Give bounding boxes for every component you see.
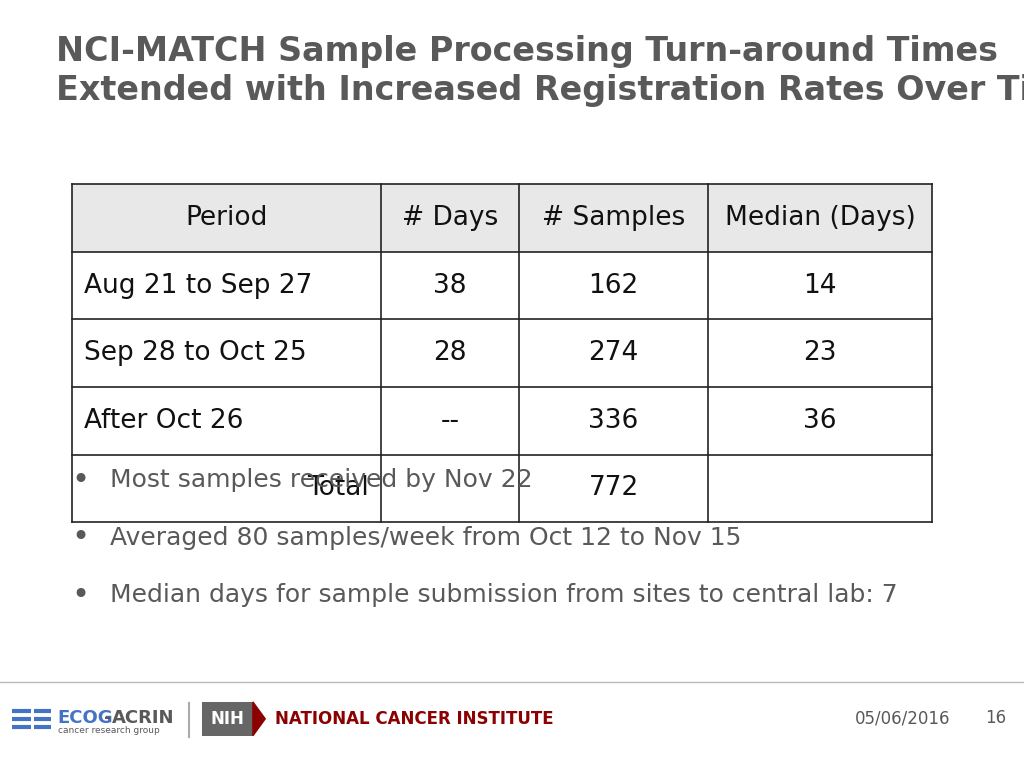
Text: # Samples: # Samples bbox=[542, 205, 685, 231]
Bar bbox=[709, 319, 932, 387]
Bar bbox=[72, 455, 381, 522]
Bar bbox=[519, 184, 709, 252]
Text: # Days: # Days bbox=[402, 205, 499, 231]
Text: Most samples received by Nov 22: Most samples received by Nov 22 bbox=[110, 468, 532, 492]
Text: 05/06/2016: 05/06/2016 bbox=[855, 709, 950, 727]
Text: NIH: NIH bbox=[210, 710, 245, 728]
Text: •: • bbox=[72, 465, 90, 495]
Text: Sep 28 to Oct 25: Sep 28 to Oct 25 bbox=[84, 340, 306, 366]
Bar bbox=[709, 184, 932, 252]
Bar bbox=[519, 319, 709, 387]
Text: Aug 21 to Sep 27: Aug 21 to Sep 27 bbox=[84, 273, 312, 299]
Text: NCI-MATCH Sample Processing Turn-around Times
Extended with Increased Registrati: NCI-MATCH Sample Processing Turn-around … bbox=[56, 35, 1024, 107]
Text: Averaged 80 samples/week from Oct 12 to Nov 15: Averaged 80 samples/week from Oct 12 to … bbox=[110, 525, 741, 550]
Text: --: -- bbox=[440, 408, 460, 434]
Bar bbox=[709, 387, 932, 455]
Bar bbox=[381, 184, 519, 252]
Bar bbox=[72, 319, 381, 387]
Text: cancer research group: cancer research group bbox=[58, 726, 160, 735]
Text: •: • bbox=[72, 523, 90, 552]
Text: Median (Days): Median (Days) bbox=[725, 205, 915, 231]
Text: Total: Total bbox=[307, 475, 369, 502]
Bar bbox=[381, 319, 519, 387]
Bar bbox=[709, 455, 932, 522]
Text: 162: 162 bbox=[589, 273, 639, 299]
Bar bbox=[519, 455, 709, 522]
Bar bbox=[72, 252, 381, 319]
Text: After Oct 26: After Oct 26 bbox=[84, 408, 244, 434]
Text: 36: 36 bbox=[803, 408, 837, 434]
Bar bbox=[381, 387, 519, 455]
Text: 16: 16 bbox=[985, 709, 1007, 727]
Bar bbox=[519, 387, 709, 455]
Bar bbox=[381, 455, 519, 522]
Text: 38: 38 bbox=[433, 273, 467, 299]
Text: 772: 772 bbox=[589, 475, 639, 502]
Text: 14: 14 bbox=[803, 273, 837, 299]
Text: ACRIN: ACRIN bbox=[112, 709, 174, 727]
Text: 28: 28 bbox=[433, 340, 467, 366]
Text: 274: 274 bbox=[589, 340, 639, 366]
Bar bbox=[381, 252, 519, 319]
Text: ECOG: ECOG bbox=[57, 709, 113, 727]
Text: NATIONAL CANCER INSTITUTE: NATIONAL CANCER INSTITUTE bbox=[275, 710, 554, 728]
Bar bbox=[72, 387, 381, 455]
Text: 336: 336 bbox=[589, 408, 639, 434]
Bar bbox=[202, 702, 253, 736]
Text: -: - bbox=[104, 709, 112, 727]
Text: Median days for sample submission from sites to central lab: 7: Median days for sample submission from s… bbox=[110, 583, 897, 607]
Text: Period: Period bbox=[185, 205, 267, 231]
Polygon shape bbox=[253, 702, 265, 736]
Bar bbox=[519, 252, 709, 319]
Text: 23: 23 bbox=[803, 340, 837, 366]
Bar bbox=[709, 252, 932, 319]
Bar bbox=[72, 184, 381, 252]
Text: •: • bbox=[72, 581, 90, 610]
